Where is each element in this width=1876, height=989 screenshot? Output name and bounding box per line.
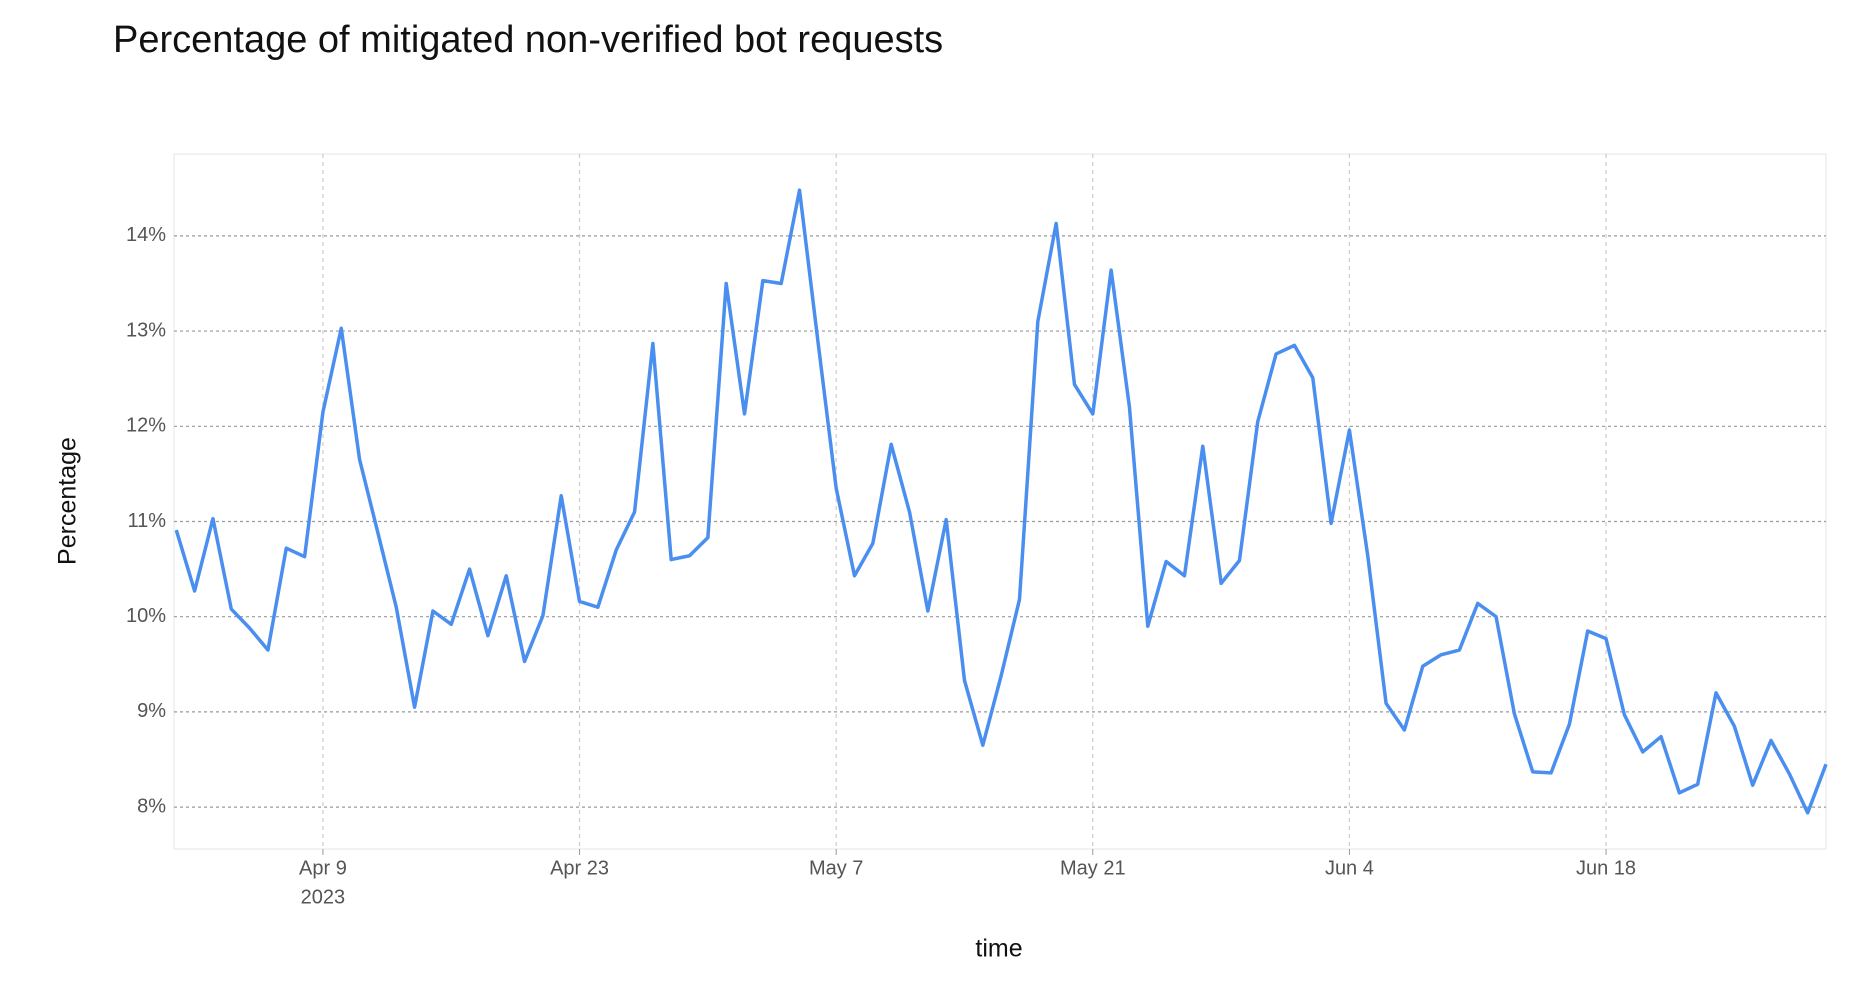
y-tick-label: 9% [137, 700, 166, 722]
y-axis-title: Percentage [54, 437, 82, 565]
x-tick-label: May 21 [1060, 857, 1126, 879]
y-tick-label: 13% [126, 319, 166, 341]
x-tick-sublabel: 2023 [301, 886, 346, 908]
y-tick-label: 11% [127, 510, 166, 532]
x-tick-label: Jun 18 [1576, 857, 1636, 879]
chart-title: Percentage of mitigated non-verified bot… [113, 19, 943, 61]
x-axis-title: time [975, 935, 1022, 963]
y-tick-label: 8% [137, 795, 166, 817]
x-tick-label: May 7 [809, 857, 863, 879]
y-tick-label: 14% [126, 224, 166, 246]
x-tick-label: Apr 23 [550, 857, 609, 879]
x-tick-label: Apr 9 [299, 857, 347, 879]
x-tick-label: Jun 4 [1325, 857, 1374, 879]
plot-frame [173, 153, 1827, 850]
data-line [174, 188, 1828, 815]
y-tick-label: 10% [126, 605, 166, 627]
y-tick-label: 12% [126, 415, 166, 437]
